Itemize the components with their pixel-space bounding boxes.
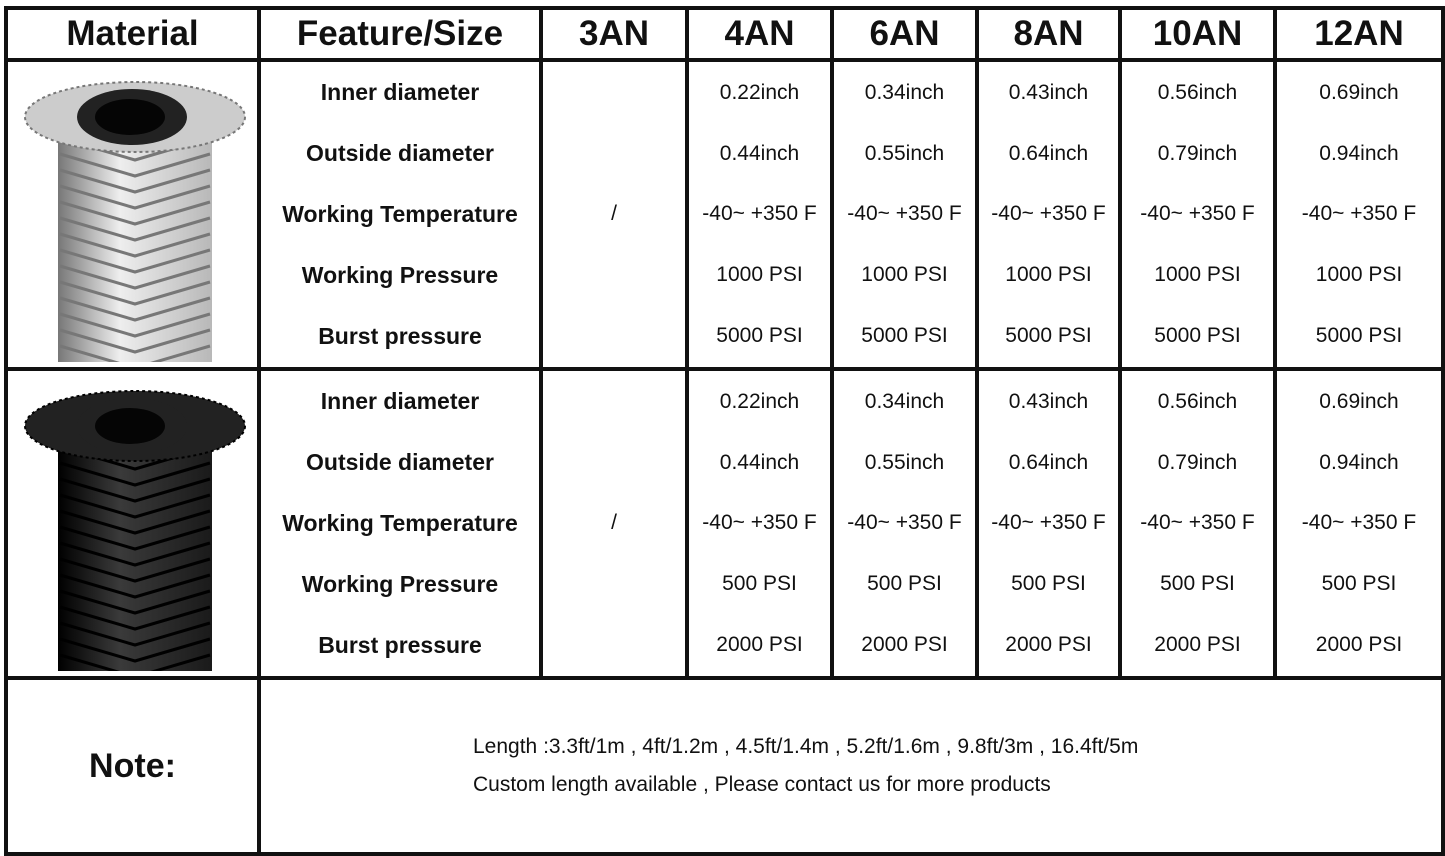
feature-label: Outside diameter: [257, 123, 543, 184]
spec-value: 500 PSI: [685, 553, 834, 615]
spec-value: 0.64inch: [975, 123, 1122, 184]
spec-row: Inner diameter 0.22inch 0.34inch 0.43inch 0.…: [4, 57, 1445, 371]
spec-value: 0.94inch: [1273, 123, 1445, 184]
feature-label: Working Temperature: [257, 493, 543, 554]
spec-value: [539, 366, 689, 433]
spec-value: 0.55inch: [830, 432, 979, 493]
spec-value: 1000 PSI: [685, 244, 834, 306]
spec-value: 0.69inch: [1273, 57, 1445, 124]
spec-value: [539, 244, 689, 306]
spec-value: 1000 PSI: [830, 244, 979, 306]
spec-value: 0.34inch: [830, 57, 979, 124]
spec-value: [539, 432, 689, 493]
spec-value: 0.44inch: [685, 123, 834, 184]
spec-value: 2000 PSI: [975, 614, 1122, 681]
header-8an: 8AN: [975, 6, 1122, 62]
spec-value: [539, 614, 689, 681]
spec-value: 5000 PSI: [1273, 305, 1445, 372]
note-row: Note: Length :3.3ft/1m , 4ft/1.2m , 4.5f…: [4, 676, 1445, 856]
spec-value: 1000 PSI: [1118, 244, 1277, 306]
spec-value: /: [539, 184, 689, 245]
spec-value: [539, 57, 689, 124]
spec-table: Material Feature/Size 3AN 4AN 6AN 8AN 10…: [4, 6, 1445, 856]
header-6an: 6AN: [830, 6, 979, 62]
feature-label: Burst pressure: [257, 614, 543, 681]
spec-value: 0.34inch: [830, 366, 979, 433]
feature-label: Working Pressure: [257, 553, 543, 615]
header-feature-size: Feature/Size: [257, 6, 543, 62]
spec-value: 0.55inch: [830, 123, 979, 184]
spec-value: /: [539, 493, 689, 554]
note-label: Note:: [4, 676, 261, 856]
spec-value: 0.22inch: [685, 366, 834, 433]
spec-value: 0.64inch: [975, 432, 1122, 493]
spec-value: 2000 PSI: [685, 614, 834, 681]
spec-value: 5000 PSI: [975, 305, 1122, 372]
stainless-steel-braided-hose-image: [4, 58, 261, 371]
spec-value: 500 PSI: [975, 553, 1122, 615]
spec-value: 1000 PSI: [975, 244, 1122, 306]
spec-value: 2000 PSI: [1118, 614, 1277, 681]
spec-value: [539, 305, 689, 372]
spec-value: -40~ +350 F: [830, 493, 979, 554]
spec-row: Burst pressure 5000 PSI 5000 PSI 5000 PSI 50…: [6, 305, 1445, 372]
spec-value: 0.22inch: [685, 57, 834, 124]
spec-value: -40~ +350 F: [975, 184, 1122, 245]
spec-row: Working Temperature / -40~ +350 F -40~ +350…: [6, 493, 1445, 554]
spec-value: 0.44inch: [685, 432, 834, 493]
spec-value: 2000 PSI: [1273, 614, 1445, 681]
note-line-length: Length :3.3ft/1m , 4ft/1.2m , 4.5ft/1.4m…: [473, 735, 1139, 758]
spec-value: 0.56inch: [1118, 366, 1277, 433]
spec-value: 0.79inch: [1118, 123, 1277, 184]
spec-value: -40~ +350 F: [1273, 493, 1445, 554]
spec-row: Working Temperature / -40~ +350 F -40~ +350…: [6, 184, 1445, 245]
spec-value: [539, 553, 689, 615]
spec-row: Outside diameter 0.44inch 0.55inch 0.64inch…: [6, 123, 1445, 184]
spec-row: Working Pressure 500 PSI 500 PSI 500 PSI 500…: [6, 553, 1445, 615]
feature-label: Inner diameter: [257, 57, 543, 124]
note-line-custom: Custom length available , Please contact…: [473, 773, 1051, 796]
spec-value: 500 PSI: [1118, 553, 1277, 615]
spec-row: Outside diameter 0.44inch 0.55inch 0.64inch…: [6, 432, 1445, 493]
spec-value: 5000 PSI: [685, 305, 834, 372]
feature-label: Working Temperature: [257, 184, 543, 245]
spec-value: 0.56inch: [1118, 57, 1277, 124]
spec-row: Working Pressure 1000 PSI 1000 PSI 1000 PSI…: [6, 244, 1445, 306]
header-4an: 4AN: [685, 6, 834, 62]
feature-label: Burst pressure: [257, 305, 543, 372]
spec-value: -40~ +350 F: [1118, 493, 1277, 554]
header-12an: 12AN: [1273, 6, 1445, 62]
spec-value: -40~ +350 F: [1118, 184, 1277, 245]
spec-value: -40~ +350 F: [685, 493, 834, 554]
spec-value: -40~ +350 F: [975, 493, 1122, 554]
spec-value: 2000 PSI: [830, 614, 979, 681]
spec-row: Burst pressure 2000 PSI 2000 PSI 2000 PSI 20…: [6, 614, 1445, 681]
spec-value: 500 PSI: [1273, 553, 1445, 615]
spec-value: -40~ +350 F: [685, 184, 834, 245]
spec-value: -40~ +350 F: [830, 184, 979, 245]
feature-label: Inner diameter: [257, 366, 543, 433]
note-text: Length :3.3ft/1m , 4ft/1.2m , 4.5ft/1.4m…: [257, 676, 1445, 856]
spec-value: 0.94inch: [1273, 432, 1445, 493]
spec-value: 0.69inch: [1273, 366, 1445, 433]
spec-value: 1000 PSI: [1273, 244, 1445, 306]
spec-value: 0.43inch: [975, 57, 1122, 124]
header-10an: 10AN: [1118, 6, 1277, 62]
spec-value: 0.43inch: [975, 366, 1122, 433]
spec-value: 5000 PSI: [1118, 305, 1277, 372]
spec-value: [539, 123, 689, 184]
header-material: Material: [4, 6, 261, 62]
feature-label: Working Pressure: [257, 244, 543, 306]
spec-value: -40~ +350 F: [1273, 184, 1445, 245]
black-nylon-braided-hose-image: [4, 367, 261, 680]
spec-row: Inner diameter 0.22inch 0.34inch 0.43inch 0.…: [4, 366, 1445, 680]
header-3an: 3AN: [539, 6, 689, 62]
header-row: Material Feature/Size 3AN 4AN 6AN 8AN 10…: [4, 6, 1445, 62]
spec-value: 500 PSI: [830, 553, 979, 615]
spec-value: 0.79inch: [1118, 432, 1277, 493]
feature-label: Outside diameter: [257, 432, 543, 493]
spec-value: 5000 PSI: [830, 305, 979, 372]
